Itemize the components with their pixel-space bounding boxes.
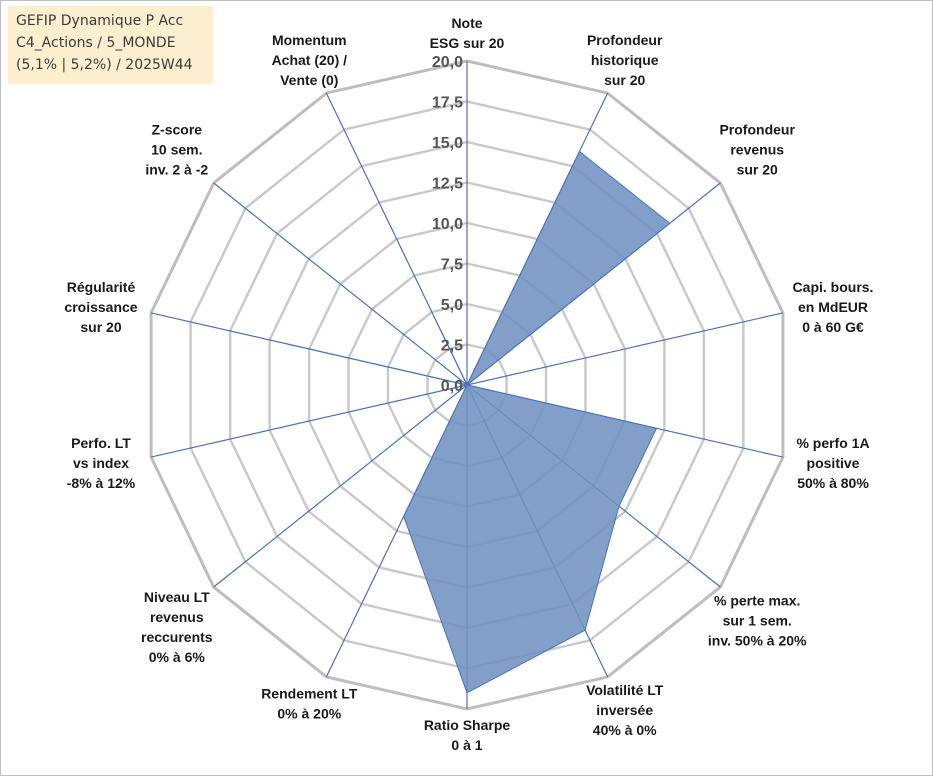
fund-category: C4_Actions / 5_MONDE [16, 35, 176, 51]
axis-label: Note ESG sur 20 [430, 15, 505, 51]
axis-label: % perfo 1A positive 50% à 80% [796, 435, 869, 491]
axis-label: Profondeur revenus sur 20 [719, 121, 795, 177]
tick-label: 20,0 [432, 54, 463, 71]
radar-axis [150, 384, 468, 458]
axis-label: Momentum Achat (20) / Vente (0) [272, 32, 348, 88]
axis-label: Régularité croissance sur 20 [64, 279, 137, 335]
axis-label: Z-score 10 sem. inv. 2 à -2 [145, 121, 208, 177]
radar-axis [213, 182, 468, 386]
radar-series [285, 150, 671, 694]
axis-labels: Note ESG sur 20 Profondeur historique sur 20… [64, 15, 873, 753]
fund-name: GEFIP Dynamique P Acc [16, 13, 184, 29]
tick-label: 10,0 [432, 216, 463, 233]
axis-label: Rendement LT 0% à 20% [261, 686, 358, 722]
tick-label: 12,5 [432, 176, 463, 193]
axis-label: Capi. bours. en MdEUR 0 à 60 G€ [793, 279, 874, 335]
tick-label: 7,5 [441, 257, 463, 274]
fund-title-box: GEFIP Dynamique P Acc C4_Actions / 5_MON… [8, 6, 213, 84]
radial-tick-labels: 0,0 2,5 5,0 7,5 10,0 12,5 15,0 17,5 20,0 [432, 54, 463, 395]
tick-label: 17,5 [432, 95, 463, 112]
tick-label: 5,0 [441, 297, 463, 314]
tick-label: 15,0 [432, 135, 463, 152]
axis-label: Ratio Sharpe 0 à 1 [424, 717, 511, 753]
axis-label: Profondeur historique sur 20 [587, 32, 663, 88]
axis-label: Volatilité LT inversée 40% à 0% [586, 682, 664, 738]
tick-label: 2,5 [441, 338, 463, 355]
axis-label: Perfo. LT vs index -8% à 12% [67, 435, 136, 491]
radar-axis [213, 384, 468, 588]
fund-period: (5,1% | 5,2%) / 2025W44 [16, 57, 193, 73]
radar-axis [466, 312, 784, 386]
tick-label: 0,0 [441, 378, 463, 395]
series-area [285, 150, 671, 694]
axis-label: % perte max. sur 1 sem. inv. 50% à 20% [708, 593, 807, 649]
axis-label: Niveau LT revenus reccurents 0% à 6% [141, 589, 213, 665]
